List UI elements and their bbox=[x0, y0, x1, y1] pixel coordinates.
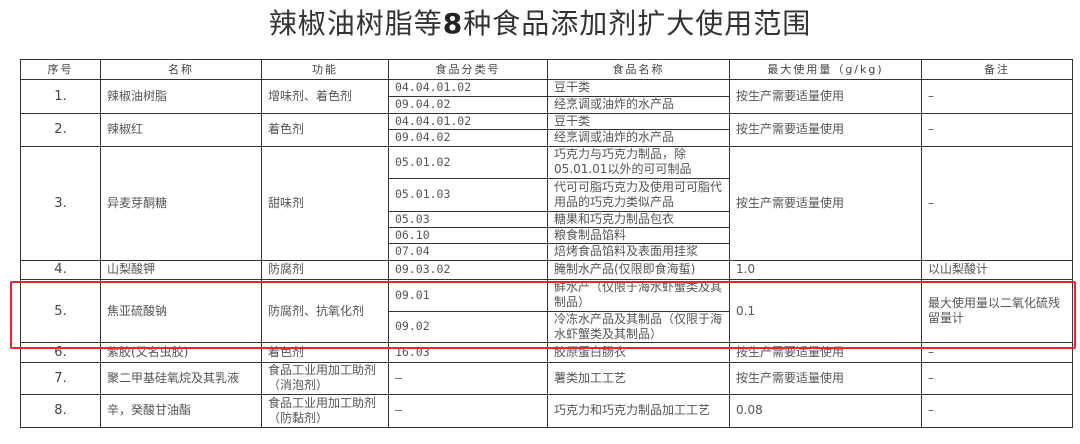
note: – bbox=[921, 361, 1073, 395]
table-row: 6. 紫胶(又名虫胶) 着色剂 16.03 胶原蛋白肠衣 按生产需要适量使用 – bbox=[20, 342, 1073, 363]
table-row: 4. 山梨酸钾 防腐剂 09.03.02 腌制水产品(仅限即食海蜇) 1.0 以山梨酸计 bbox=[20, 259, 1073, 280]
max-usage: 按生产需要适量使用 bbox=[729, 361, 922, 395]
table-row: 06.10 粮食制品馅料 bbox=[21, 227, 1073, 244]
category-code: 07.04 bbox=[388, 243, 548, 261]
table-row: 05.01.03 代可可脂巧克力及使用可可脂代用品的巧克力类似产品 bbox=[21, 178, 1073, 212]
food-name: 粮食制品馅料 bbox=[547, 227, 730, 244]
header-max-usage: 最大使用量（g/kg) bbox=[729, 59, 922, 80]
category-code: 05.03 bbox=[388, 210, 548, 228]
title-part: 辣椒油树脂等 bbox=[268, 7, 443, 40]
additive-function: 甜味剂 bbox=[261, 145, 389, 261]
note: – bbox=[921, 145, 1073, 261]
header-note: 备注 bbox=[921, 59, 1073, 80]
additive-function: 增味剂、着色剂 bbox=[261, 79, 389, 114]
row-number: 8. bbox=[20, 394, 101, 428]
additive-function: 防腐剂、抗氧化剂 bbox=[261, 279, 389, 343]
additive-name: 焦亚硫酸钠 bbox=[100, 279, 262, 343]
food-name: 鲜水产（仅限于海水虾蟹类及其制品） bbox=[547, 279, 730, 312]
food-name: 巧克力与巧克力制品，除05.01.01以外的可可制品 bbox=[547, 145, 730, 179]
table-row: 09.02 冷冻水产品及其制品（仅限于海水虾蟹类及其制品） bbox=[21, 310, 1073, 343]
additive-name: 聚二甲基硅氧烷及其乳液 bbox=[100, 361, 262, 395]
additive-table: 序号 名称 功能 食品分类号 食品名称 最大使用量（g/kg) 备注 1. 辣椒油… bbox=[20, 59, 1073, 428]
food-name: 糖果和巧克力制品包衣 bbox=[547, 210, 730, 228]
category-code: 05.01.03 bbox=[388, 178, 548, 212]
category-code: 09.03.02 bbox=[388, 259, 548, 280]
title-part: 种食品添加剂扩大使用范围 bbox=[463, 7, 812, 40]
max-usage: 1.0 bbox=[729, 259, 922, 280]
note: – bbox=[921, 394, 1073, 428]
food-name: 代可可脂巧克力及使用可可脂代用品的巧克力类似产品 bbox=[547, 178, 730, 212]
food-name: 冷冻水产品及其制品（仅限于海水虾蟹类及其制品） bbox=[547, 310, 730, 343]
header-food-name: 食品名称 bbox=[547, 59, 730, 80]
table-header: 序号 名称 功能 食品分类号 食品名称 最大使用量（g/kg) 备注 bbox=[20, 59, 1073, 80]
food-name: 经烹调或油炸的水产品 bbox=[547, 95, 730, 114]
category-code: 09.04.02 bbox=[388, 95, 548, 114]
category-code: – bbox=[388, 361, 548, 395]
additive-name: 辣椒红 bbox=[100, 113, 262, 147]
max-usage: 按生产需要适量使用 bbox=[729, 145, 922, 261]
table-row: 1. 辣椒油树脂 增味剂、着色剂 04.04.01.02 豆干类 按生产需要适量使用 – bbox=[20, 79, 1073, 114]
food-name: 巧克力和巧克力制品加工工艺 bbox=[547, 394, 730, 428]
table-row: 2. 辣椒红 着色剂 04.04.01.02 豆干类 按生产需要适量使用 – bbox=[20, 113, 1073, 147]
additive-function: 着色剂 bbox=[261, 342, 389, 363]
header-function: 功能 bbox=[261, 59, 389, 80]
page-title: 辣椒油树脂等8种食品添加剂扩大使用范围 bbox=[0, 2, 1080, 42]
additive-name: 辛，癸酸甘油酯 bbox=[100, 394, 262, 428]
category-code: 04.04.01.02 bbox=[388, 79, 548, 97]
max-usage: 按生产需要适量使用 bbox=[729, 79, 922, 114]
row-number: 1. bbox=[20, 79, 101, 114]
max-usage: 按生产需要适量使用 bbox=[729, 113, 922, 147]
food-name: 薯类加工工艺 bbox=[547, 361, 730, 395]
food-name: 腌制水产品(仅限即食海蜇) bbox=[547, 259, 730, 280]
category-code: 09.04.02 bbox=[388, 129, 548, 147]
food-name: 胶原蛋白肠衣 bbox=[547, 342, 730, 363]
table-row: 8. 辛，癸酸甘油酯 食品工业用加工助剂（防黏剂） – 巧克力和巧克力制品加工工艺 0.0… bbox=[20, 394, 1073, 428]
table-row: 7. 聚二甲基硅氧烷及其乳液 食品工业用加工助剂（消泡剂） – 薯类加工工艺 按生产需要适… bbox=[20, 361, 1073, 395]
food-name: 经烹调或油炸的水产品 bbox=[547, 129, 730, 147]
row-number: 5. bbox=[20, 279, 101, 343]
category-code: 09.02 bbox=[388, 310, 548, 343]
category-code: 16.03 bbox=[388, 342, 548, 363]
max-usage: 0.1 bbox=[729, 279, 922, 343]
additive-name: 辣椒油树脂 bbox=[100, 79, 262, 114]
food-name: 焙烤食品馅料及表面用挂浆 bbox=[547, 243, 730, 261]
additive-function: 防腐剂 bbox=[261, 259, 389, 280]
row-number: 2. bbox=[20, 113, 101, 147]
max-usage: 按生产需要适量使用 bbox=[729, 342, 922, 363]
row-number: 3. bbox=[20, 145, 101, 261]
additive-function: 食品工业用加工助剂（防黏剂） bbox=[261, 394, 389, 428]
category-code: 04.04.01.02 bbox=[388, 113, 548, 130]
row-number: 6. bbox=[20, 342, 101, 363]
table-row: 07.04 焙烤食品馅料及表面用挂浆 bbox=[21, 243, 1073, 261]
category-code: 09.01 bbox=[388, 279, 548, 312]
table-row: 3. 异麦芽酮糖 甜味剂 05.01.02 巧克力与巧克力制品，除05.01.01以外的… bbox=[20, 145, 1073, 261]
additive-name: 异麦芽酮糖 bbox=[100, 145, 262, 261]
header-category-code: 食品分类号 bbox=[388, 59, 548, 80]
category-code: – bbox=[388, 394, 548, 428]
note: – bbox=[921, 79, 1073, 114]
additive-name: 山梨酸钾 bbox=[100, 259, 262, 280]
food-name: 豆干类 bbox=[547, 79, 730, 97]
category-code: 06.10 bbox=[388, 227, 548, 244]
row-number: 4. bbox=[20, 259, 101, 280]
header-name: 名称 bbox=[100, 59, 262, 80]
food-name: 豆干类 bbox=[547, 113, 730, 130]
note: – bbox=[921, 342, 1073, 363]
additive-function: 食品工业用加工助剂（消泡剂） bbox=[261, 361, 389, 395]
header-no: 序号 bbox=[20, 59, 101, 80]
category-code: 05.01.02 bbox=[388, 145, 548, 179]
additive-name: 紫胶(又名虫胶) bbox=[100, 342, 262, 363]
note: 以山梨酸计 bbox=[921, 259, 1073, 280]
table-row: 5. 焦亚硫酸钠 防腐剂、抗氧化剂 09.01 鲜水产（仅限于海水虾蟹类及其制品） 0.1… bbox=[20, 279, 1073, 343]
row-number: 7. bbox=[20, 361, 101, 395]
note: 最大使用量以二氧化硫残留量计 bbox=[921, 279, 1073, 343]
additive-function: 着色剂 bbox=[261, 113, 389, 147]
max-usage: 0.08 bbox=[729, 394, 922, 428]
title-number: 8 bbox=[442, 7, 464, 40]
note: – bbox=[921, 113, 1073, 147]
